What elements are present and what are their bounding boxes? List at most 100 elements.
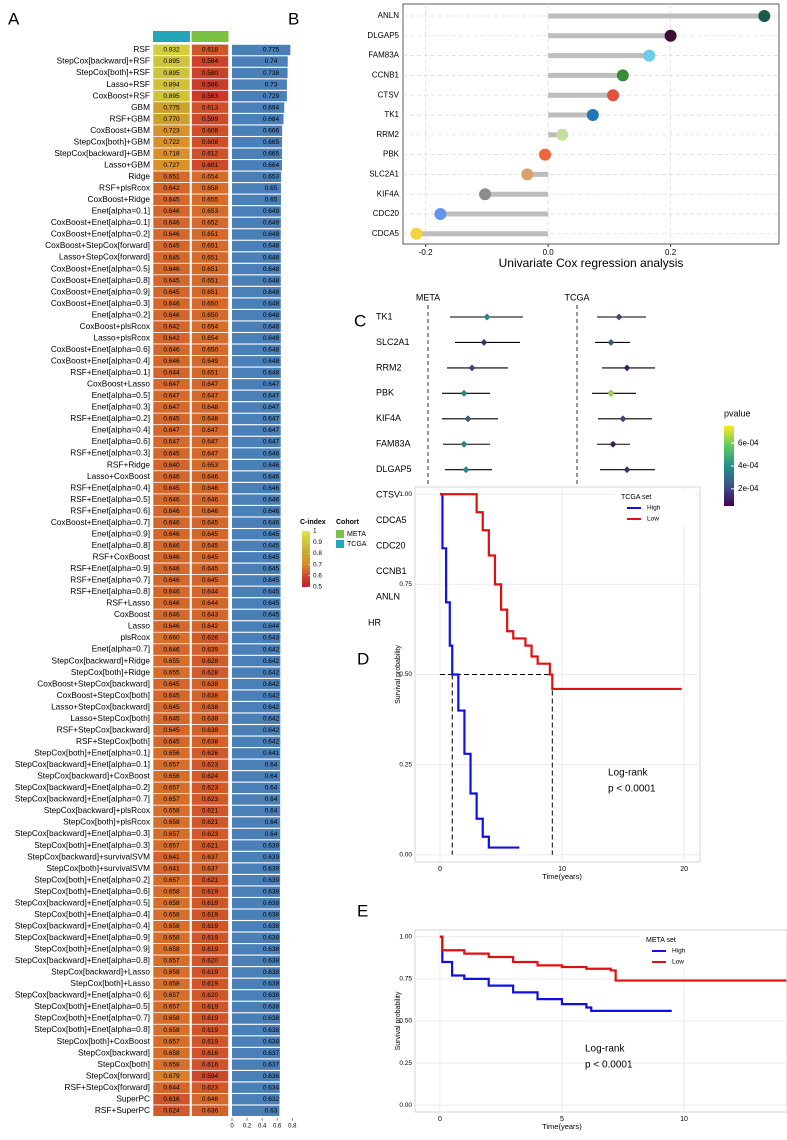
method-label: Lasso+CoxBoost — [87, 471, 151, 481]
method-label: StepCox[backward]+plsRcox — [44, 805, 151, 815]
cell-label: 0.646 — [163, 231, 180, 238]
cell-label: 0.620 — [202, 958, 219, 965]
mean-bar — [232, 252, 281, 263]
cell-label: 0.645 — [163, 289, 180, 296]
mean-bar — [232, 113, 284, 125]
mean-bar — [232, 1082, 280, 1093]
hr-point — [468, 364, 476, 372]
mean-bar — [232, 44, 291, 56]
cell-label: 0.650 — [202, 300, 219, 307]
cell-label: 0.718 — [163, 150, 180, 157]
bar-label: 0.648 — [263, 335, 280, 342]
mean-bar — [232, 990, 281, 1001]
hr-point — [607, 338, 615, 346]
cell-label: 0.645 — [163, 254, 180, 261]
x-tick-label: 0 — [438, 866, 442, 873]
bar-label: 0.775 — [263, 47, 280, 54]
mean-bar — [232, 459, 281, 471]
bar-label: 0.645 — [263, 600, 280, 607]
cell-label: 0.619 — [202, 900, 219, 907]
method-label: CoxBoost+Enet[alpha=0.9] — [51, 286, 150, 296]
cell-label: 0.650 — [202, 312, 219, 319]
cell-label: 0.648 — [202, 1096, 219, 1103]
mean-bar — [232, 586, 281, 598]
mean-bar — [232, 575, 281, 586]
bar-label: 0.64 — [265, 785, 278, 792]
legend-label: High — [647, 505, 661, 512]
bar-label: 0.646 — [263, 485, 280, 492]
bar-label: 0.64 — [265, 808, 278, 815]
method-label: Lasso+StepCox[backward] — [51, 701, 150, 711]
mean-bar — [232, 921, 281, 932]
cell-label: 0.645 — [163, 485, 180, 492]
legend-label: High — [672, 948, 686, 955]
bar-label: 0.638 — [263, 935, 280, 942]
cell-label: 0.647 — [163, 404, 180, 411]
annotation: p < 0.0001 — [585, 1060, 633, 1071]
method-label: StepCox[forward] — [86, 1070, 150, 1080]
gene-label: ANLN — [376, 591, 400, 601]
method-label: RSF+Enet[alpha=0.6] — [70, 505, 150, 515]
panel-letter: B — [288, 9, 299, 28]
cell-label: 0.647 — [163, 393, 180, 400]
cell-label: 0.645 — [163, 450, 180, 457]
bar-label: 0.729 — [263, 93, 280, 100]
annotation: p < 0.0001 — [608, 784, 656, 795]
cell-label: 0.647 — [202, 393, 219, 400]
x-tick-label: -0.2 — [419, 248, 433, 257]
cell-label: 0.584 — [202, 58, 219, 65]
mean-bar — [232, 194, 281, 206]
method-label: CoxBoost+Enet[alpha=0.3] — [51, 298, 150, 308]
method-label: Lasso+RSF — [106, 79, 150, 89]
method-label: StepCox[backward]+RSF — [57, 56, 150, 66]
method-label: Enet[alpha=0.3] — [92, 402, 150, 412]
mean-bar — [232, 621, 281, 632]
cell-label: 0.645 — [163, 715, 180, 722]
bar-label: 0.637 — [263, 1061, 280, 1068]
cell-label: 0.623 — [202, 762, 219, 769]
mean-bar — [232, 102, 285, 113]
method-label: CoxBoost+StepCox[forward] — [45, 240, 150, 250]
bar-label: 0.642 — [263, 681, 280, 688]
cell-label: 0.646 — [163, 646, 180, 653]
method-label: CoxBoost+Enet[alpha=0.4] — [51, 355, 150, 365]
bar-label: 0.645 — [263, 589, 280, 596]
cell-label: 0.645 — [163, 739, 180, 746]
annotation: Log-rank — [608, 768, 648, 779]
cell-label: 0.618 — [202, 47, 219, 54]
method-label: StepCox[both]+survivalSVM — [46, 863, 150, 873]
bar-label: 0.638 — [263, 1004, 280, 1011]
survival-curve — [440, 493, 520, 849]
bar-label: 0.65 — [265, 185, 278, 192]
legend-title: C-index — [300, 519, 326, 526]
mean-bar — [232, 240, 281, 252]
cell-label: 0.646 — [163, 300, 180, 307]
hr-point — [623, 364, 631, 372]
method-label: Enet[alpha=0.8] — [92, 540, 150, 550]
bar-label: 0.646 — [263, 519, 280, 526]
legend-label: TCGA — [347, 541, 367, 548]
mean-bar — [232, 886, 281, 897]
cell-label: 0.642 — [202, 623, 219, 630]
cell-label: 0.658 — [163, 808, 180, 815]
bar-label: 0.646 — [263, 462, 280, 469]
cell-label: 0.648 — [202, 404, 219, 411]
cell-label: 0.656 — [163, 773, 180, 780]
cell-label: 0.648 — [202, 416, 219, 423]
mean-bar — [232, 229, 281, 240]
cell-label: 0.644 — [163, 1084, 180, 1091]
method-label: StepCox[both]+Enet[alpha=0.8] — [34, 1024, 150, 1034]
y-tick-label: 0.00 — [399, 1102, 412, 1109]
mean-bar — [232, 298, 281, 309]
cell-label: 0.658 — [163, 819, 180, 826]
cell-label: 0.651 — [202, 243, 219, 250]
method-label: StepCox[backward]+Enet[alpha=0.5] — [15, 897, 150, 907]
gene-label: CDC20 — [376, 540, 406, 550]
bar-label: 0.648 — [263, 289, 280, 296]
method-label: StepCox[backward]+Enet[alpha=0.4] — [15, 920, 150, 930]
colorbar — [724, 426, 734, 506]
cell-label: 0.646 — [163, 589, 180, 596]
y-axis-title: Survival probability — [395, 645, 402, 704]
bar-label: 0.638 — [263, 958, 280, 965]
bar-label: 0.738 — [263, 70, 280, 77]
